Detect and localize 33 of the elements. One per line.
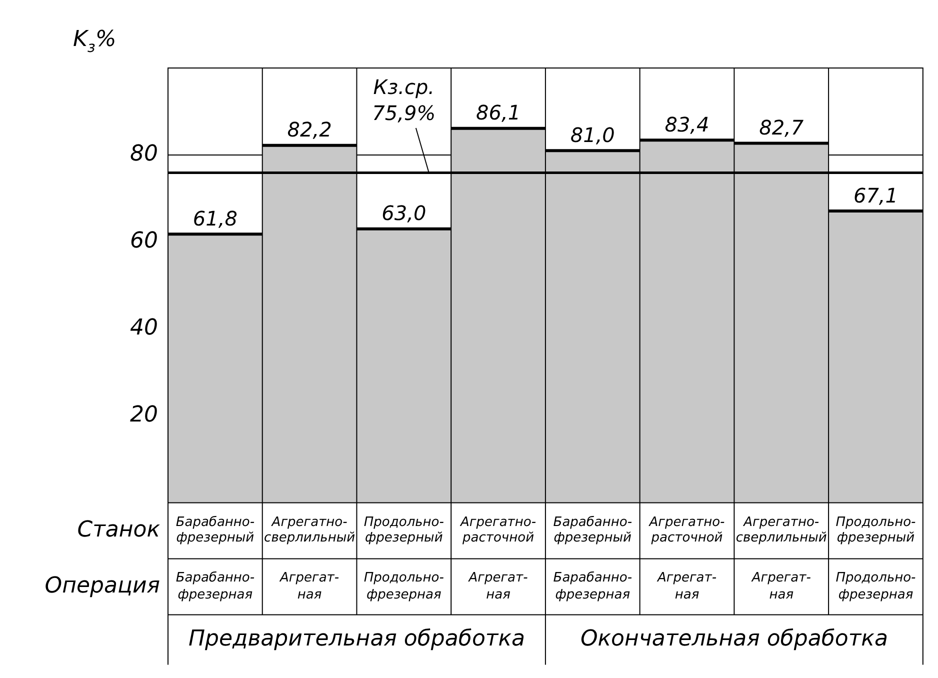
x-tick-label: Агрегатно-сверлильный (264, 514, 356, 546)
text: Агрегат-ная (656, 570, 717, 603)
x-tick-label: Агрегатно-расточной (648, 514, 726, 546)
text: Агрегат-ная (468, 570, 528, 603)
ref-line-label: Кз.ср. 75,9% (372, 75, 436, 125)
text: Окончательная обработка (580, 626, 888, 652)
text: Операция (44, 574, 160, 599)
x-tick-label: Агрегатно-расточной (460, 514, 536, 546)
x-tick-label: Агрегатно-сверлильный (736, 514, 827, 546)
text: Предварительная обработка (188, 626, 525, 652)
x-tick-label: Продольно-фрезерный (836, 514, 916, 546)
y-tick-label: 60 (130, 228, 158, 254)
text: Агрегат-ная (750, 570, 812, 603)
data-label: 67,1 (853, 183, 898, 208)
x-tick-label: Барабанно-фрезерный (553, 514, 632, 546)
x-tick-label: Барабанно-фрезерный (176, 514, 255, 546)
data-label: 82,7 (759, 115, 804, 140)
y-tick-label: 40 (130, 316, 158, 341)
text: Продольно-фрезерная (836, 570, 916, 603)
text: Продольно-фрезерная (364, 570, 444, 603)
data-label: 82,2 (287, 118, 332, 142)
data-label: 61,8 (192, 206, 238, 230)
x-axis-title: Станок (77, 518, 161, 543)
text: Барабанно-фрезерная (176, 570, 255, 603)
text: Агрегат-ная (279, 570, 340, 603)
x-tick-label: Продольно-фрезерный (364, 514, 444, 546)
data-label: 81,0 (570, 122, 615, 147)
data-label: 86,1 (476, 100, 521, 125)
y-tick-label: 20 (130, 402, 158, 428)
data-label: 83,4 (664, 112, 710, 136)
text: Барабанно-фрезерная (553, 570, 632, 603)
data-label: 63,0 (382, 201, 426, 226)
y-tick-label: 80 (130, 142, 158, 167)
